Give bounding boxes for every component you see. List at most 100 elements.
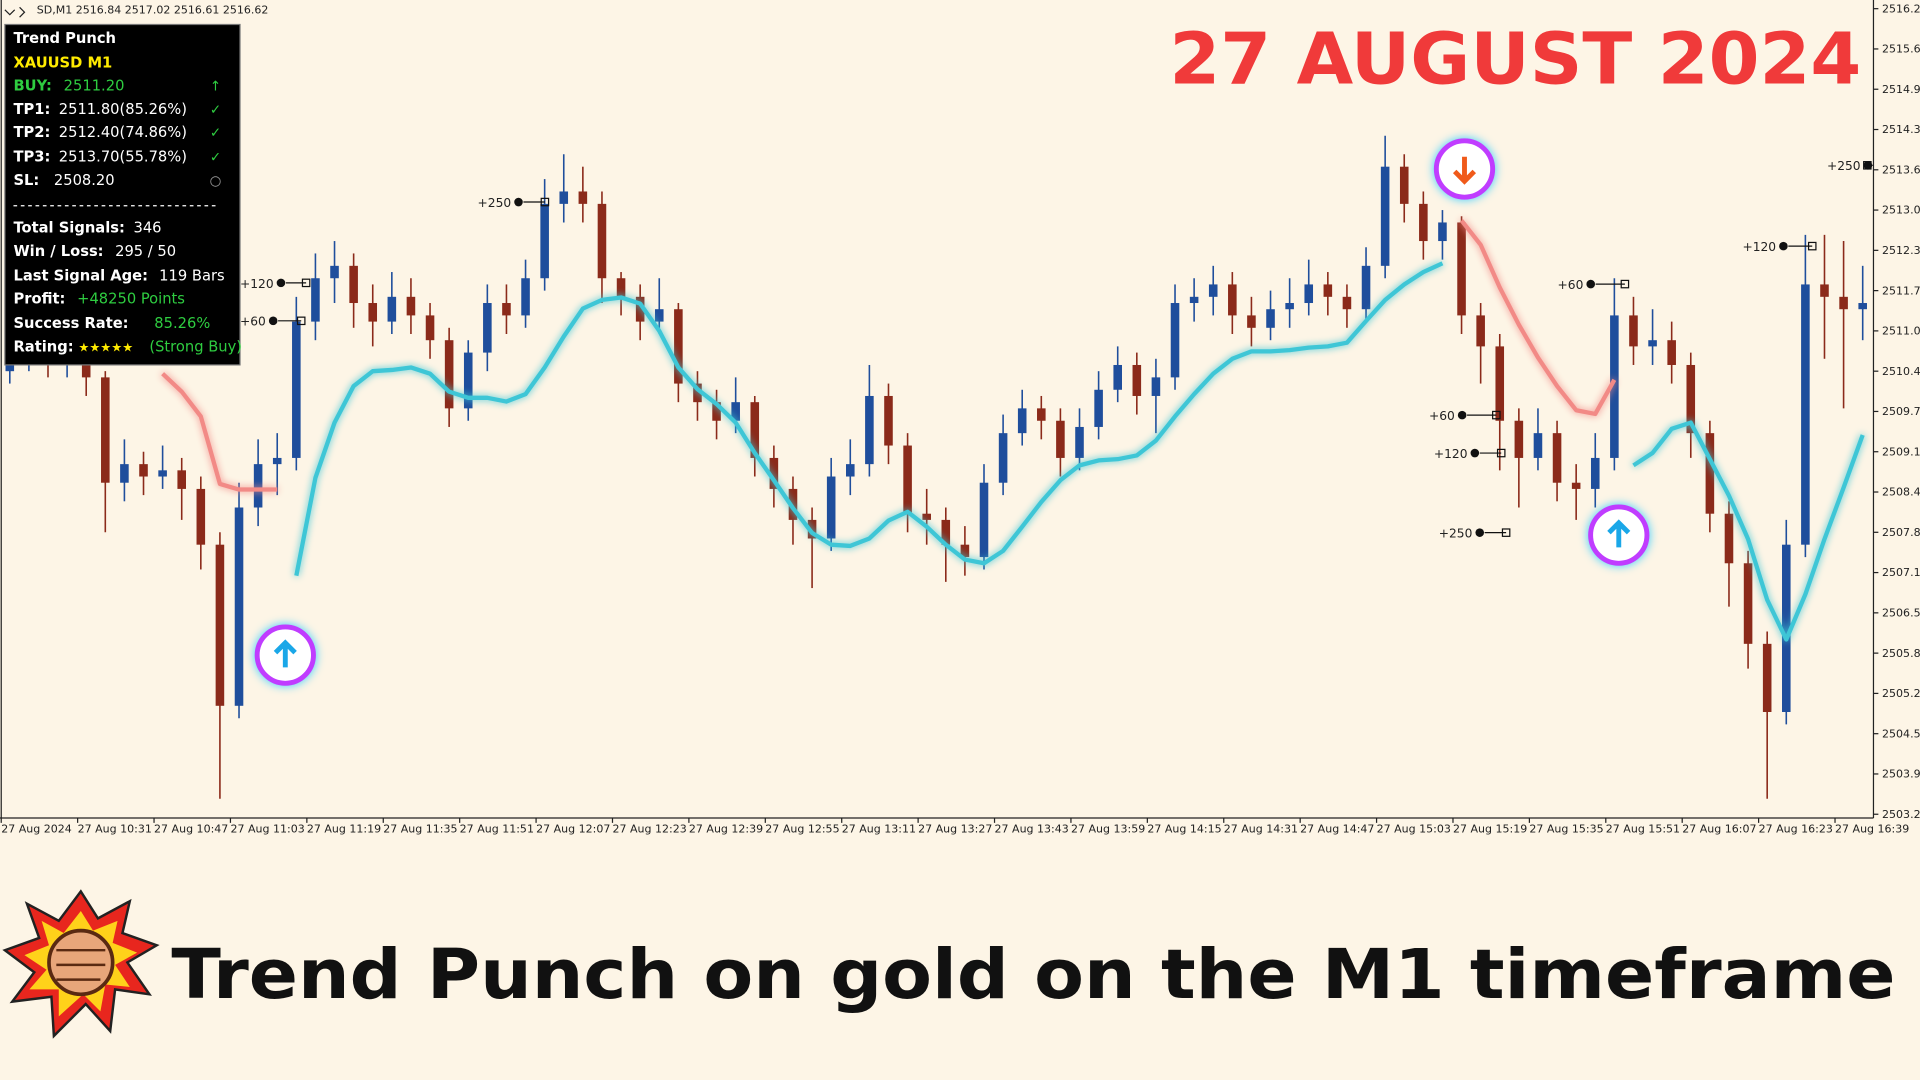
- panel-value: +48250 Points: [77, 291, 185, 308]
- x-tick-label: 27 Aug 16:39: [1835, 823, 1909, 836]
- candle-body: [1419, 203, 1428, 242]
- candle-body: [616, 278, 626, 297]
- x-tick-label: 27 Aug 12:23: [612, 823, 686, 836]
- candle-body: [998, 433, 1008, 483]
- candle-body: [234, 507, 244, 706]
- candle-body: [1094, 389, 1103, 427]
- candle-body: [693, 383, 702, 403]
- x-tick-label: 27 Aug 12:07: [536, 823, 610, 836]
- panel-label: BUY:: [13, 78, 51, 95]
- panel-label: SL:: [13, 172, 39, 189]
- panel-note: (Strong Buy): [149, 338, 242, 355]
- candle-body: [1782, 544, 1791, 712]
- candle-body: [502, 303, 511, 316]
- y-tick-label: 2515.60: [1882, 43, 1920, 56]
- panel-value: 119 Bars: [159, 267, 224, 284]
- panel-label: Last Signal Age:: [13, 267, 148, 284]
- target-dot: [1475, 528, 1485, 537]
- trend-line: [161, 219, 1617, 492]
- target-label: +60: [240, 315, 266, 329]
- target-label: +60: [1558, 278, 1584, 292]
- candle-body: [215, 544, 225, 706]
- x-tick-label: 27 Aug 14:47: [1300, 823, 1374, 836]
- candle-body: [1495, 346, 1505, 421]
- candle-body: [1399, 166, 1409, 204]
- panel-value: 2511.80(85.26%): [59, 101, 187, 118]
- candle-body: [1247, 315, 1256, 328]
- candle-body: [1361, 265, 1371, 310]
- target-dot: [268, 316, 278, 326]
- y-tick-label: 2508.45: [1882, 486, 1920, 499]
- target-dot: [1457, 410, 1467, 420]
- candle-body: [521, 278, 530, 316]
- target-box: [1807, 241, 1817, 251]
- candle-body: [750, 402, 760, 458]
- trend-line: [294, 261, 1865, 642]
- x-tick-label: 27 Aug 14:15: [1147, 823, 1221, 836]
- x-tick-label: 27 Aug 15:35: [1529, 823, 1603, 836]
- candle-body: [1610, 315, 1619, 458]
- panel-label: Rating:: [13, 338, 73, 355]
- candle-body: [1037, 408, 1046, 421]
- y-tick-label: 2507.80: [1882, 526, 1920, 539]
- candle-body: [1533, 433, 1543, 458]
- target-label: +250: [1439, 527, 1473, 541]
- panel-value: 295 / 50: [115, 243, 176, 260]
- header-icons: [4, 6, 26, 18]
- target-box: [1501, 528, 1511, 537]
- candle-body: [1457, 222, 1466, 316]
- signal-up: [1588, 504, 1650, 566]
- x-tick-label: 27 Aug 10:31: [78, 823, 152, 836]
- y-tick-label: 2505.85: [1882, 647, 1920, 660]
- candle-body: [1648, 340, 1657, 347]
- x-tick-label: 27 Aug 13:43: [995, 823, 1069, 836]
- status-icon: ↑: [210, 80, 221, 95]
- target-label: +250: [1827, 159, 1861, 173]
- candle-body: [1629, 315, 1638, 347]
- x-tick-label: 27 Aug 2024: [1, 823, 72, 836]
- candle-body: [712, 402, 721, 421]
- candle-body: [196, 488, 206, 545]
- candle-body: [1590, 457, 1600, 489]
- y-tick-label: 2516.25: [1882, 2, 1920, 15]
- candle-body: [674, 309, 683, 384]
- status-icon: ○: [210, 174, 222, 189]
- x-tick-label: 27 Aug 16:23: [1759, 823, 1833, 836]
- caption: Trend Punch on gold on the M1 timeframe: [171, 935, 1895, 1015]
- candle-body: [425, 315, 435, 341]
- x-tick-label: 27 Aug 15:51: [1606, 823, 1680, 836]
- y-tick-label: 2514.30: [1882, 123, 1920, 136]
- candle-body: [769, 457, 779, 489]
- target-dot: [514, 197, 523, 207]
- candle-body: [1476, 315, 1485, 347]
- x-tick-label: 27 Aug 14:31: [1224, 823, 1298, 836]
- candle-body: [406, 296, 416, 316]
- candle-body: [177, 470, 186, 489]
- x-tick-label: 27 Aug 12:39: [689, 823, 763, 836]
- candle-body: [1686, 364, 1696, 434]
- target-label: +250: [478, 196, 512, 210]
- panel-value: 346: [133, 220, 161, 237]
- x-tick-label: 27 Aug 11:35: [383, 823, 457, 836]
- panel-label: Win / Loss:: [13, 243, 103, 260]
- candle-body: [1342, 296, 1352, 310]
- panel-value: 2512.40(74.86%): [59, 124, 187, 141]
- y-tick-label: 2506.50: [1882, 607, 1920, 620]
- target-dot: [1470, 448, 1480, 458]
- candle-body: [1208, 284, 1218, 297]
- signal-up: [254, 624, 316, 686]
- candle-body: [846, 464, 855, 477]
- target-box: [296, 316, 306, 326]
- candle-body: [540, 203, 549, 279]
- date-banner: 27 AUGUST 2024: [1169, 17, 1861, 100]
- panel-title: Trend Punch: [13, 30, 116, 47]
- fist-icon: [2, 889, 160, 1039]
- candle-body: [1724, 513, 1734, 564]
- panel-value: 2508.20: [54, 172, 115, 189]
- candle-body: [1228, 284, 1237, 316]
- candle-body: [1189, 296, 1199, 304]
- target-box: [301, 278, 311, 288]
- candle-body: [1552, 433, 1562, 483]
- y-tick-label: 2503.25: [1882, 808, 1920, 821]
